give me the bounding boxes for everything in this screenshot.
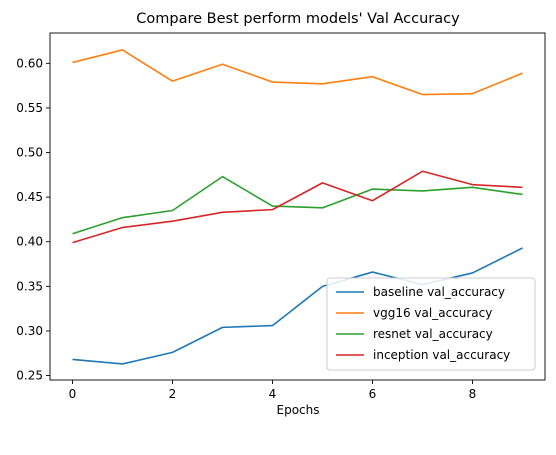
y-tick-label: 0.50 bbox=[16, 146, 43, 160]
legend-label-1: vgg16 val_accuracy bbox=[373, 306, 492, 320]
y-tick-label: 0.40 bbox=[16, 235, 43, 249]
x-tick-label: 6 bbox=[369, 387, 377, 401]
series-line-1 bbox=[72, 49, 523, 96]
legend-label-0: baseline val_accuracy bbox=[373, 285, 505, 299]
y-tick-label: 0.60 bbox=[16, 56, 43, 70]
y-tick-label: 0.45 bbox=[16, 190, 43, 204]
chart-title: Compare Best perform models' Val Accurac… bbox=[136, 11, 460, 27]
x-axis-label: Epochs bbox=[277, 403, 320, 417]
plot-area: 0 2 4 6 8 0.25 0.30 0.35 0.40 0.45 0.50 0.55 0.60 bbox=[16, 32, 546, 401]
y-tick-label: 0.25 bbox=[16, 369, 43, 383]
legend: baseline val_accuracy vgg16 val_accuracyr… bbox=[326, 277, 536, 371]
y-tick-label: 0.55 bbox=[16, 101, 43, 115]
series-line-3 bbox=[72, 170, 523, 244]
legend-label-2: resnet val_accuracy bbox=[373, 327, 493, 341]
legend-box bbox=[326, 277, 536, 371]
series-line-2 bbox=[72, 175, 523, 235]
y-tick-label: 0.30 bbox=[16, 324, 43, 338]
legend-label-3: inception val_accuracy bbox=[373, 348, 510, 362]
x-tick-label: 0 bbox=[69, 387, 77, 401]
y-tick-label: 0.35 bbox=[16, 279, 43, 293]
x-tick-label: 2 bbox=[169, 387, 177, 401]
x-tick-label: 8 bbox=[469, 387, 477, 401]
x-tick-label: 4 bbox=[269, 387, 277, 401]
axes-frame bbox=[49, 32, 546, 381]
